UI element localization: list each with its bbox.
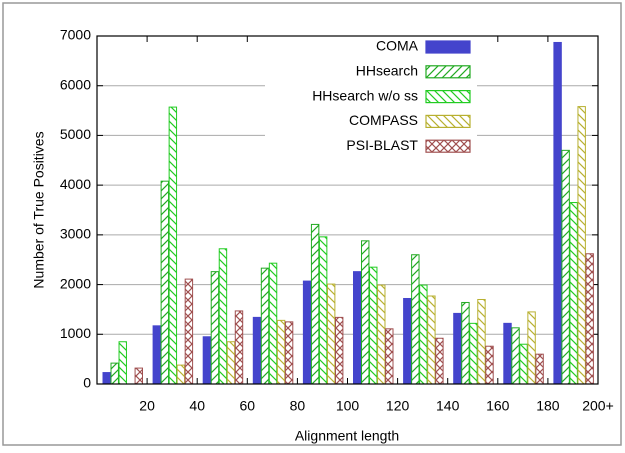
x-tick-label: 40 (189, 398, 205, 414)
bar (453, 312, 462, 385)
bar (485, 345, 494, 385)
legend-swatch (425, 89, 471, 104)
bar (302, 280, 312, 385)
legend-label: COMPASS (349, 112, 418, 128)
legend-swatch (425, 40, 471, 54)
bar (369, 266, 378, 385)
x-tick-label: 200+ (582, 398, 614, 414)
bar (234, 310, 244, 385)
bar (160, 180, 170, 385)
bar (577, 106, 586, 385)
bar (461, 301, 470, 385)
x-tick-label: 140 (436, 398, 460, 414)
y-tick-label: 0 (83, 375, 91, 391)
x-tick-label: 120 (386, 398, 410, 414)
bar (276, 319, 286, 385)
legend-swatch (425, 114, 471, 129)
bar (168, 106, 178, 385)
legend-swatch (425, 65, 471, 79)
bar (411, 254, 420, 385)
bar (202, 336, 212, 385)
y-tick-label: 2000 (60, 275, 91, 291)
bar (184, 278, 194, 385)
legend-label: PSI-BLAST (346, 137, 418, 153)
bar (585, 253, 594, 385)
bar (377, 284, 386, 385)
y-tick-label: 7000 (60, 27, 91, 43)
bar (469, 322, 478, 385)
bar (284, 321, 294, 385)
x-tick-label: 20 (139, 398, 155, 414)
bar (176, 364, 186, 385)
y-axis-label: Number of True Positives (31, 131, 47, 288)
bar (260, 267, 270, 385)
bar (318, 236, 328, 385)
bar (385, 328, 394, 385)
bar (210, 271, 220, 385)
bar (511, 327, 520, 385)
x-axis-label: Alignment length (295, 428, 399, 444)
y-tick-label: 4000 (60, 176, 91, 192)
bar (353, 271, 362, 385)
x-tick-label: 60 (240, 398, 256, 414)
bar (527, 311, 536, 385)
x-tick-label: 80 (290, 398, 306, 414)
frame (2, 2, 622, 446)
bar (427, 295, 436, 385)
y-tick-label: 6000 (60, 76, 91, 92)
x-tick-label: 100 (336, 398, 360, 414)
legend-swatch (425, 139, 471, 153)
bar (152, 325, 162, 385)
bar (361, 240, 370, 385)
bar (268, 262, 278, 385)
bar (310, 223, 320, 385)
bar (134, 367, 144, 385)
bar (535, 353, 544, 385)
bar (218, 248, 228, 385)
legend-label: COMA (376, 38, 419, 54)
bar (118, 341, 127, 385)
y-tick-label: 5000 (60, 126, 91, 142)
bar (403, 297, 412, 385)
plot-border (96, 35, 599, 385)
x-tick-label: 160 (486, 398, 510, 414)
y-tick-label: 1000 (60, 325, 91, 341)
bar (569, 202, 578, 385)
legend-label: HHsearch w/o ss (312, 87, 418, 103)
bar (252, 316, 262, 385)
bar (553, 41, 562, 385)
bar (226, 341, 236, 385)
bar (519, 343, 528, 385)
y-tick-label: 3000 (60, 226, 91, 242)
bar (561, 149, 570, 385)
bar (503, 322, 512, 385)
bar (334, 316, 344, 385)
bar (419, 284, 428, 385)
legend-label: HHsearch (356, 63, 418, 79)
bar (435, 337, 444, 385)
x-tick-label: 180 (536, 398, 560, 414)
bar (477, 298, 486, 385)
bar (110, 362, 119, 385)
bar (102, 372, 111, 385)
bar (326, 283, 336, 385)
